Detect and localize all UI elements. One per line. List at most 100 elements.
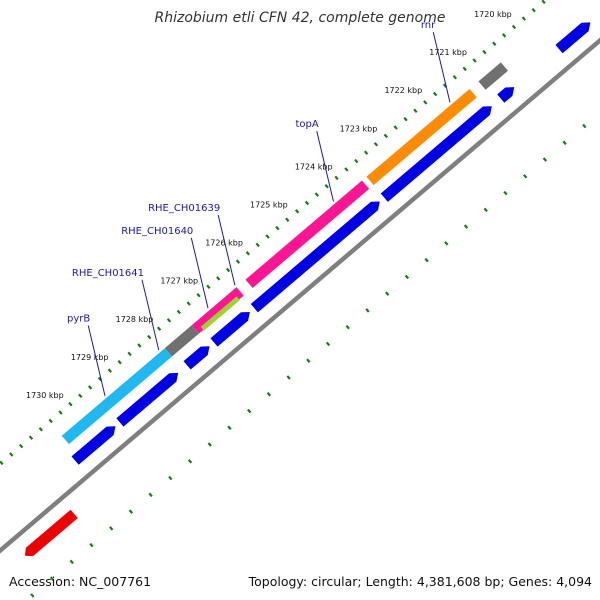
- cds-feature-0: [555, 22, 591, 54]
- tick-mark: [196, 292, 201, 298]
- gene-leader-rnr: [432, 31, 451, 103]
- gene-leader-RHE_CH01641: [141, 279, 160, 351]
- tick-mark: [48, 418, 53, 424]
- gene-feature-1: [366, 89, 477, 186]
- tick-mark: [325, 341, 331, 347]
- genome-backbone: [0, 37, 600, 554]
- tick-mark: [38, 427, 43, 432]
- gene-label-pyrB: pyrB: [67, 313, 90, 324]
- tick-mark: [18, 443, 24, 449]
- tick-mark: [511, 24, 517, 30]
- tick-mark: [286, 375, 291, 380]
- scale-label-1730: 1730 kbp: [26, 391, 64, 400]
- tick-mark: [562, 140, 567, 146]
- tick-mark: [424, 257, 429, 263]
- tick-mark: [9, 452, 14, 457]
- tick-mark: [107, 368, 112, 373]
- cds-feature-4: [210, 311, 250, 347]
- scale-label-1723: 1723 kbp: [340, 124, 378, 133]
- tick-mark: [452, 75, 457, 80]
- tick-mark: [137, 343, 142, 348]
- tick-mark: [542, 157, 548, 162]
- tick-mark: [404, 274, 410, 280]
- gene-label-RHE_CH01641: RHE_CH01641: [72, 268, 144, 279]
- cds-feature-7: [71, 426, 116, 465]
- tick-mark: [334, 175, 339, 181]
- tick-mark: [344, 167, 349, 172]
- tick-mark: [324, 183, 329, 189]
- cds-feature-2: [380, 106, 492, 202]
- tick-mark: [168, 475, 173, 481]
- gene-feature-6: [61, 348, 172, 445]
- tick-mark: [235, 259, 241, 264]
- gene-feature-4: [200, 296, 240, 331]
- tick-mark: [363, 150, 369, 155]
- gene-label-topA: topA: [296, 119, 319, 130]
- tick-mark: [266, 392, 272, 397]
- tick-mark: [225, 267, 231, 273]
- tick-mark: [462, 66, 467, 72]
- scale-label-1722: 1722 kbp: [384, 86, 422, 95]
- inner-tick-track: [30, 123, 587, 598]
- gene-labels: rnr topA RHE_CH01639 RHE_CH01640 RHE_CH01641…: [67, 20, 451, 396]
- tick-mark: [176, 309, 181, 315]
- tick-mark: [216, 276, 221, 281]
- gene-leader-topA: [316, 131, 334, 202]
- tick-mark: [354, 158, 359, 164]
- gene-leader-RHE_CH01640: [190, 237, 209, 309]
- tick-mark: [28, 435, 34, 440]
- gene-feature-5: [164, 325, 199, 357]
- cds-feature-5: [183, 346, 210, 370]
- tick-mark: [403, 116, 408, 122]
- outer-feature-track: [61, 62, 509, 445]
- tick-mark: [492, 41, 497, 46]
- tick-mark: [463, 224, 469, 229]
- tick-mark: [227, 425, 232, 431]
- tick-mark: [383, 133, 388, 139]
- tick-mark: [393, 125, 398, 130]
- tick-mark: [186, 301, 191, 306]
- cds-feature-1: [497, 87, 515, 103]
- tick-mark: [432, 91, 438, 97]
- tick-mark: [30, 593, 35, 598]
- tick-mark: [541, 0, 546, 5]
- tick-mark: [0, 460, 4, 466]
- tick-mark: [207, 442, 212, 447]
- tick-mark: [314, 192, 319, 197]
- cds-feature-3: [250, 201, 380, 313]
- scale-label-1728: 1728 kbp: [116, 315, 154, 324]
- tick-mark: [306, 358, 311, 363]
- tick-mark: [501, 33, 507, 38]
- tick-mark: [285, 217, 290, 222]
- tick-mark: [444, 241, 449, 246]
- gene-feature-2: [245, 180, 370, 288]
- scale-label-1726: 1726 kbp: [205, 239, 243, 248]
- tick-mark: [58, 410, 63, 415]
- tick-mark: [187, 459, 193, 464]
- tick-mark: [523, 174, 528, 179]
- tick-mark: [166, 318, 172, 323]
- tick-mark: [206, 284, 211, 290]
- tick-mark: [247, 408, 252, 414]
- tick-mark: [365, 308, 370, 313]
- gene-feature-0: [478, 62, 509, 90]
- genome-summary: Topology: circular; Length: 4,381,608 bp…: [248, 574, 592, 589]
- gene-label-RHE_CH01639: RHE_CH01639: [148, 203, 220, 214]
- backbone-layer: [0, 37, 600, 554]
- tick-mark: [156, 326, 162, 331]
- gene-leader-RHE_CH01639: [217, 214, 236, 286]
- tick-mark: [294, 209, 300, 214]
- tick-mark: [472, 58, 477, 63]
- tick-mark: [255, 242, 260, 248]
- tick-mark: [117, 360, 122, 365]
- accession-label: Accession: NC_007761: [9, 574, 152, 589]
- tick-mark: [265, 234, 270, 239]
- tick-mark: [127, 351, 132, 357]
- tick-mark: [373, 142, 379, 147]
- tick-mark: [521, 16, 526, 21]
- tick-mark: [582, 123, 587, 129]
- tick-mark: [69, 559, 74, 565]
- tick-mark: [148, 492, 153, 498]
- scale-label-1721: 1721 kbp: [429, 48, 467, 57]
